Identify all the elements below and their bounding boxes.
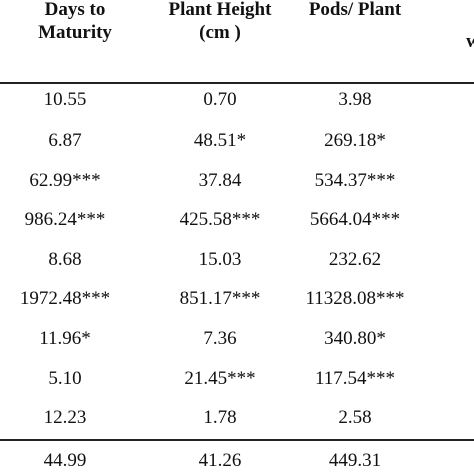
table-cell: 12.23: [43, 407, 87, 428]
header-line: w: [466, 31, 474, 52]
table-cell: 117.54***: [314, 368, 396, 389]
table-cell: 15.03: [198, 249, 242, 270]
table-cell: 449.31: [328, 450, 382, 471]
header-plant-height: Plant Height (cm ): [138, 0, 302, 44]
table-cell: 48.51*: [193, 130, 247, 151]
table-cell: 6.87: [48, 130, 82, 151]
header-line: Pods/ Plant: [308, 0, 402, 20]
table-cell: 11.96*: [39, 328, 91, 349]
table-cell: 2.58: [338, 407, 372, 428]
table-cell: 0.70: [203, 89, 237, 110]
table-cell: 5664.04***: [309, 209, 401, 230]
table-cell: 425.58***: [179, 209, 261, 230]
table-cell: 21.45***: [184, 368, 256, 389]
table-cell: 3.98: [338, 89, 372, 110]
table-cell: 1972.48***: [19, 288, 111, 309]
table-cell: 340.80*: [324, 328, 386, 349]
header-line: Plant Height: [168, 0, 272, 20]
table-cell: 269.18*: [324, 130, 386, 151]
table-cell: 986.24***: [24, 209, 106, 230]
table-cell: 1.78: [203, 407, 237, 428]
table-cell: 5.10: [48, 368, 82, 389]
table-cell: 232.62: [328, 249, 382, 270]
table-cell: 7.36: [203, 328, 237, 349]
header-line: Maturity: [38, 22, 112, 43]
table-cell: 11328.08***: [305, 288, 405, 309]
header-truncated: w: [458, 30, 474, 53]
header-line: Days to: [44, 0, 106, 20]
table-cell: 62.99***: [29, 170, 101, 191]
footer-rule: [0, 439, 474, 441]
header-rule: [0, 82, 474, 84]
table-cell: 8.68: [48, 249, 82, 270]
header-days-to-maturity: Days to Maturity: [10, 0, 140, 44]
table-cell: 534.37***: [314, 170, 396, 191]
header-pods-per-plant: Pods/ Plant: [290, 0, 420, 21]
table-cell: 41.26: [198, 450, 242, 471]
table-cell: 37.84: [198, 170, 242, 191]
table-cell: 851.17***: [179, 288, 261, 309]
header-line: (cm ): [199, 22, 241, 43]
table-cell: 10.55: [43, 89, 87, 110]
table-cell: 44.99: [43, 450, 87, 471]
